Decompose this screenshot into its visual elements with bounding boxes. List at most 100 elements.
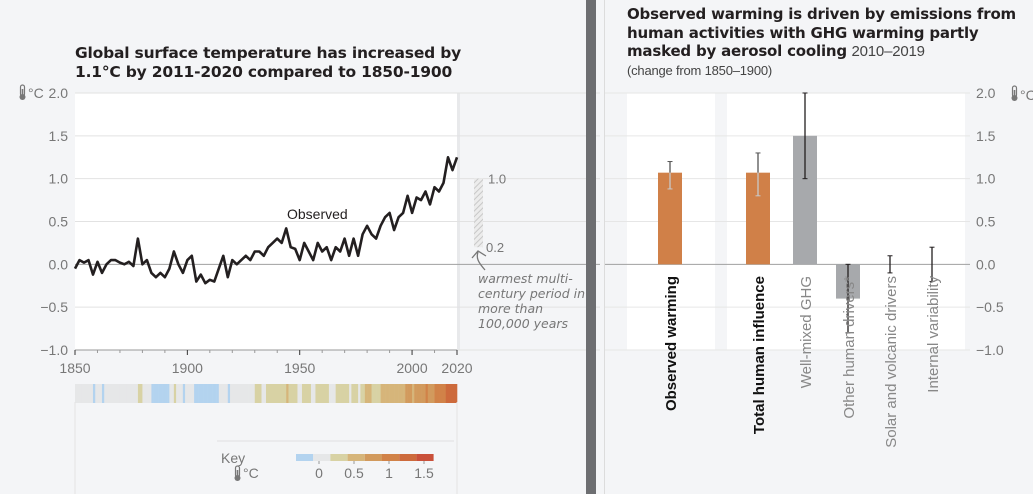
- warming-stripe: [349, 384, 352, 403]
- warming-stripe: [268, 384, 271, 403]
- warming-stripe: [135, 384, 139, 403]
- warming-stripe: [322, 384, 325, 403]
- warming-stripe: [313, 384, 316, 403]
- warming-stripe: [227, 384, 231, 403]
- warming-stripe: [364, 384, 368, 403]
- warming-stripe: [243, 384, 247, 403]
- left-y-tick-label: 0.5: [49, 214, 69, 230]
- warming-stripe: [387, 384, 390, 403]
- warming-stripe: [288, 384, 292, 403]
- left-x-tick-label: 2020: [441, 360, 472, 376]
- warming-stripe: [391, 384, 395, 403]
- left-chart-title: Global surface temperature has increased…: [75, 44, 462, 81]
- warming-stripe: [274, 384, 278, 403]
- warming-stripe: [169, 384, 172, 403]
- warming-stripe: [113, 384, 116, 403]
- warming-stripe: [308, 384, 312, 403]
- warming-stripe: [353, 384, 357, 403]
- warming-stripe: [362, 384, 366, 403]
- warming-stripe: [140, 384, 143, 403]
- warming-stripe: [376, 384, 379, 403]
- warming-stripe: [358, 384, 361, 403]
- warming-stripe: [75, 384, 78, 403]
- warming-stripe: [153, 384, 157, 403]
- warming-stripe: [248, 384, 251, 403]
- warming-stripe: [394, 384, 397, 403]
- key-tick-label: 1: [385, 465, 393, 481]
- warming-stripe: [409, 384, 413, 403]
- warming-stripe: [99, 384, 103, 403]
- key-unit-label: °C: [243, 465, 259, 481]
- key-tick-label: 0.5: [344, 465, 364, 481]
- right-chart: 2.0 1.5 1.0 0.5 0.0 −0.5 −1.0 Observed warming…: [605, 85, 1033, 448]
- right-y-tick-label: 1.0: [976, 171, 996, 187]
- right-y-tick-label: 0.5: [976, 214, 996, 230]
- panel-divider-line: [604, 0, 605, 494]
- warming-stripe: [126, 384, 130, 403]
- warming-stripe: [306, 384, 309, 403]
- warming-stripe: [164, 384, 168, 403]
- warming-stripe: [86, 384, 89, 403]
- category-label: Other human drivers*: [841, 276, 858, 419]
- warming-stripe: [403, 384, 406, 403]
- warming-stripe: [200, 384, 204, 403]
- key-swatch: [296, 454, 314, 461]
- left-y-tick-label: 1.5: [49, 128, 69, 144]
- warming-stripe: [351, 384, 354, 403]
- warming-stripe: [434, 384, 438, 403]
- warming-stripe: [297, 384, 301, 403]
- right-y-tick-label: 0.0: [976, 256, 996, 272]
- warming-stripe: [176, 384, 179, 403]
- warming-stripe: [272, 384, 276, 403]
- warming-stripe: [191, 384, 195, 403]
- category-label: Total human influence: [751, 276, 768, 434]
- warming-stripe: [232, 384, 235, 403]
- warming-stripe: [301, 384, 305, 403]
- warming-stripe: [326, 384, 330, 403]
- warming-stripe: [209, 384, 213, 403]
- warming-stripe: [254, 384, 258, 403]
- warming-stripe: [77, 384, 80, 403]
- warming-stripe: [450, 384, 453, 403]
- warming-stripe: [117, 384, 121, 403]
- key-swatch: [347, 454, 365, 461]
- warming-stripe: [108, 384, 112, 403]
- key-swatch: [399, 454, 417, 461]
- warming-stripe: [430, 384, 433, 403]
- warming-stripe: [382, 384, 386, 403]
- warming-stripe: [310, 384, 314, 403]
- warming-stripe: [342, 384, 345, 403]
- left-x-tick-label: 2000: [396, 360, 427, 376]
- warming-stripe: [151, 384, 154, 403]
- left-x-tick-label: 1900: [172, 360, 203, 376]
- warming-stripe: [340, 384, 343, 403]
- warming-stripe: [167, 384, 170, 403]
- warming-stripe: [158, 384, 161, 403]
- warming-stripe: [185, 384, 188, 403]
- warming-stripe: [171, 384, 175, 403]
- warming-stripe: [187, 384, 190, 403]
- warming-stripe: [423, 384, 426, 403]
- warming-stripe: [122, 384, 125, 403]
- warming-stripe: [162, 384, 166, 403]
- warming-stripe: [180, 384, 184, 403]
- warming-stripe: [216, 384, 220, 403]
- range-bottom-label: 0.2: [486, 240, 504, 255]
- warming-stripe: [346, 384, 350, 403]
- left-y-tick-label: 0.0: [49, 256, 69, 272]
- thermometer-icon: [19, 84, 26, 100]
- warming-stripe: [443, 384, 447, 403]
- warming-stripe: [214, 384, 217, 403]
- warming-stripe: [88, 384, 92, 403]
- warming-stripe: [225, 384, 229, 403]
- category-label: Solar and volcanic drivers: [883, 276, 900, 448]
- right-y-tick-label: −0.5: [976, 299, 1004, 315]
- warming-stripe: [146, 384, 150, 403]
- warming-stripe: [436, 384, 440, 403]
- warming-stripe: [173, 384, 177, 403]
- left-y-tick-label: 1.0: [49, 171, 69, 187]
- left-unit-label: °C: [28, 85, 44, 101]
- warming-stripe: [432, 384, 435, 403]
- key-swatch: [330, 454, 348, 461]
- key-tick-label: 1.5: [414, 465, 434, 481]
